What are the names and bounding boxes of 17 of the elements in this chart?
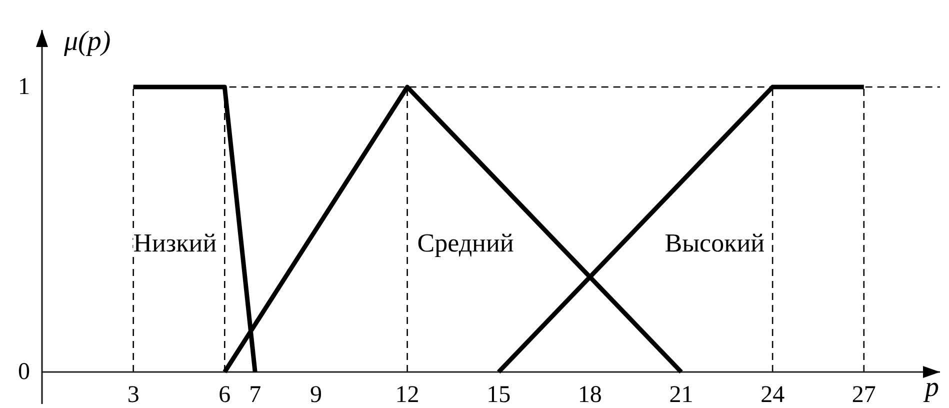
y-axis-title: μ(p) bbox=[63, 26, 111, 57]
x-tick-label: 15 bbox=[486, 382, 511, 408]
x-tick-label: 18 bbox=[578, 382, 602, 408]
x-tick-label: 21 bbox=[669, 382, 694, 408]
x-tick-label: 9 bbox=[310, 382, 322, 408]
series-label: Высокий bbox=[664, 228, 765, 258]
x-tick-label: 27 bbox=[852, 382, 876, 408]
y-tick-label: 1 bbox=[18, 74, 30, 100]
x-axis-title: p bbox=[923, 372, 939, 403]
x-tick-label: 7 bbox=[249, 382, 262, 408]
x-tick-label: 6 bbox=[218, 382, 231, 408]
y-tick-label: 0 bbox=[18, 359, 30, 385]
x-tick-label: 3 bbox=[127, 382, 140, 408]
series-label: Низкий bbox=[133, 228, 217, 258]
series-label: Средний bbox=[417, 228, 514, 258]
x-tick-label: 24 bbox=[760, 382, 785, 408]
x-tick-label: 12 bbox=[395, 382, 420, 408]
